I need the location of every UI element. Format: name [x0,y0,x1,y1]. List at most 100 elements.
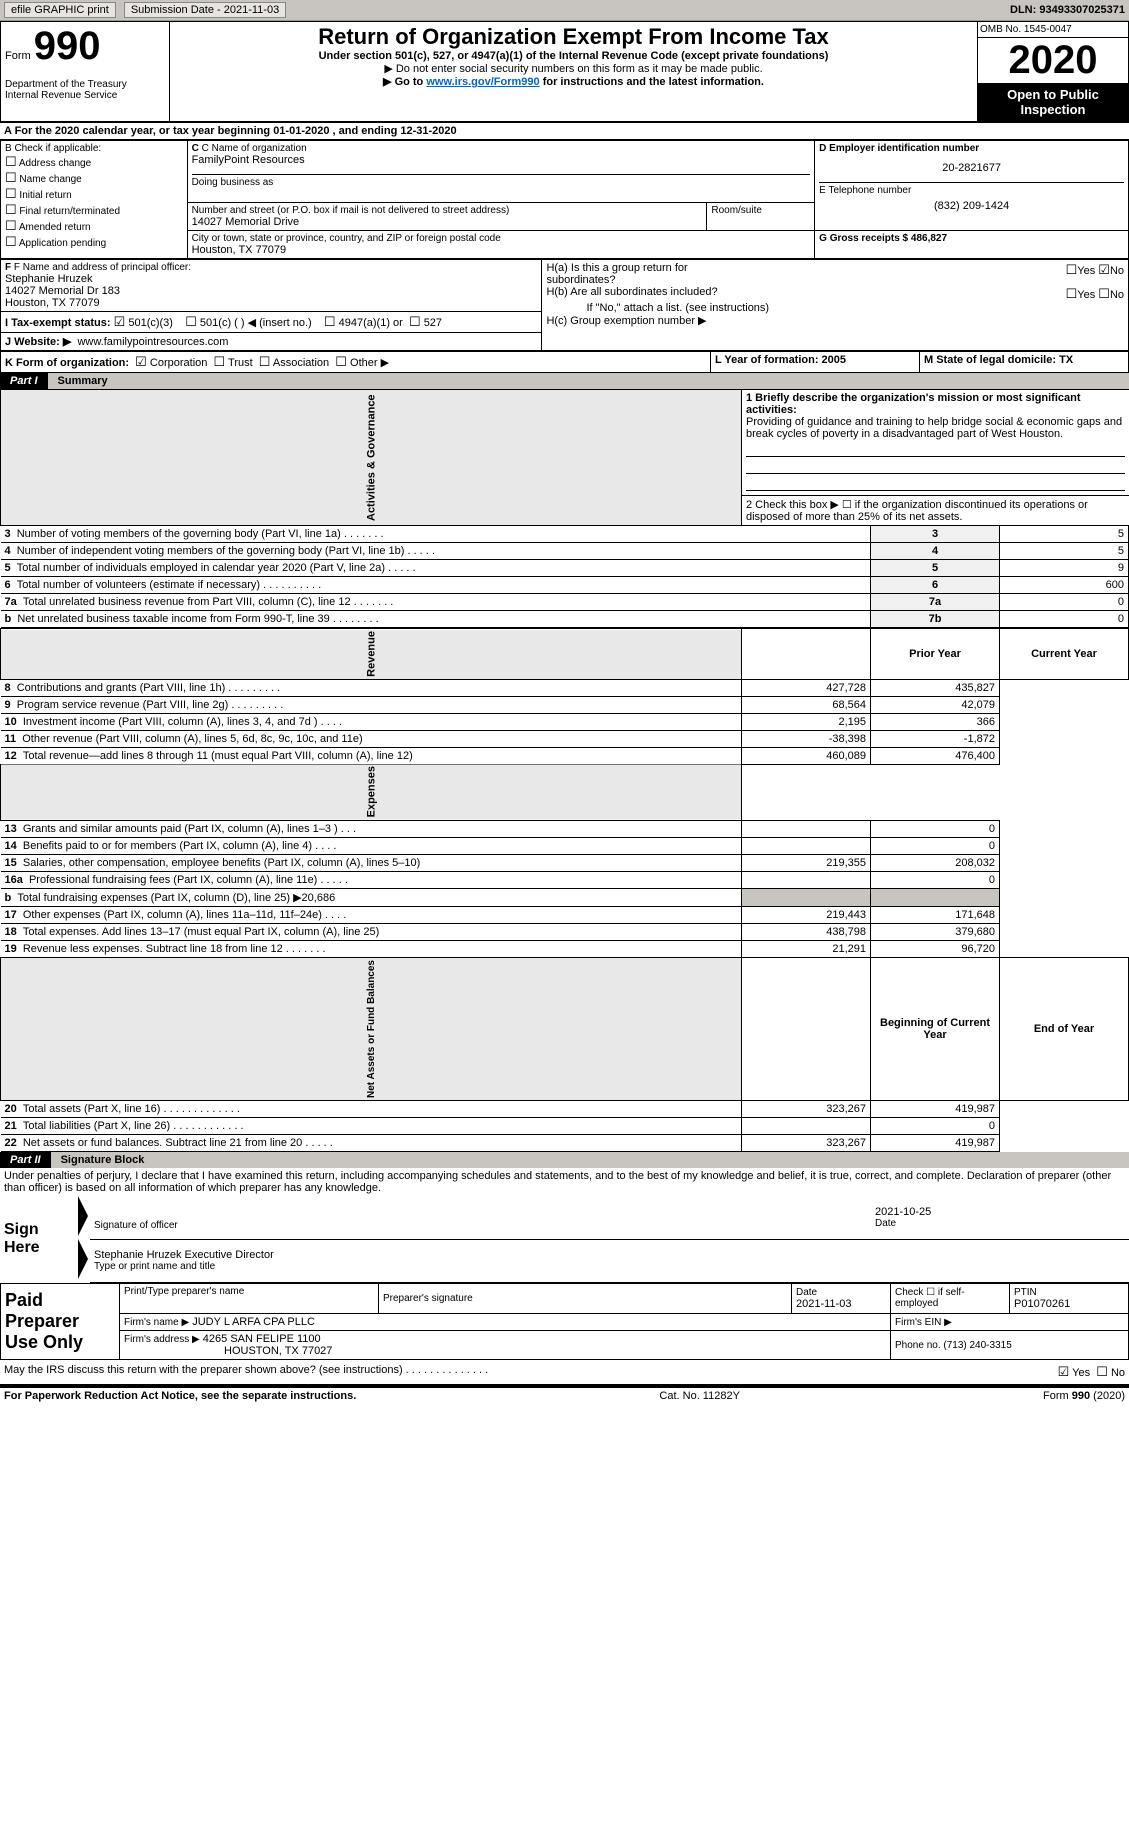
c-label: 501(c) ( ) ◀ (insert no.) [200,317,312,329]
table-row: 6 Total number of volunteers (estimate i… [1,577,1129,594]
discuss-text: May the IRS discuss this return with the… [4,1364,488,1380]
corp-label: Corporation [150,357,207,369]
box-k-label: K Form of organization: [5,357,129,369]
sig-date: 2021-10-25 [875,1206,1125,1218]
table-row: 11 Other revenue (Part VIII, column (A),… [1,730,1129,747]
a1-label: 4947(a)(1) or [339,317,403,329]
expenses-label: Expenses [1,764,742,820]
box-i-label: I Tax-exempt status: [5,317,111,329]
prep-name-label: Print/Type preparer's name [124,1286,374,1297]
prior-year-header: Prior Year [871,629,1000,680]
room-label: Room/suite [711,205,810,216]
self-emp-label: Check ☐ if self-employed [895,1287,1005,1309]
footer: For Paperwork Reduction Act Notice, see … [0,1386,1129,1404]
city-value: Houston, TX 77079 [192,244,811,256]
revenue-label: Revenue [1,629,742,680]
firm-ein-label: Firm's EIN ▶ [895,1317,952,1328]
signature-table: Sign Here Signature of officer 2021-10-2… [0,1196,1129,1283]
box-l-label: L Year of formation: 2005 [715,354,846,366]
submission-date: Submission Date - 2021-11-03 [124,2,286,18]
corp-checkbox[interactable] [135,357,147,369]
other-checkbox[interactable] [335,357,347,369]
assoc-label: Association [273,357,329,369]
a1-checkbox[interactable] [324,317,336,329]
type-name-label: Type or print name and title [94,1261,1125,1272]
header-boxes: B Check if applicable: Address change Na… [0,140,1129,259]
box-b-option[interactable]: Name change [5,170,183,186]
form-label: Form [5,50,31,62]
discuss-row: May the IRS discuss this return with the… [0,1360,1129,1386]
box-m-label: M State of legal domicile: TX [924,354,1073,366]
firm-addr1: 4265 SAN FELIPE 1100 [203,1333,321,1345]
form-ref: Form 990 (2020) [1043,1390,1125,1402]
table-row: 21 Total liabilities (Part X, line 26) .… [1,1118,1129,1135]
box-j-label: J Website: ▶ [5,336,71,348]
part2-header: Part II Signature Block [0,1152,1129,1168]
org-name: FamilyPoint Resources [192,154,811,166]
phone-label: Phone no. (713) 240-3315 [895,1340,1012,1351]
form-number: 990 [34,24,101,68]
table-row: 17 Other expenses (Part IX, column (A), … [1,907,1129,924]
table-row: 10 Investment income (Part VIII, column … [1,713,1129,730]
box-b-option[interactable]: Final return/terminated [5,202,183,218]
city-label: City or town, state or province, country… [192,233,811,244]
tax-year: 2020 [978,38,1128,83]
c3-checkbox[interactable] [114,317,126,329]
box-b-option[interactable]: Address change [5,154,183,170]
ssn-note: Do not enter social security numbers on … [174,62,973,75]
box-b-option[interactable]: Initial return [5,186,183,202]
table-row: 22 Net assets or fund balances. Subtract… [1,1135,1129,1152]
box-b-option[interactable]: Application pending [5,234,183,250]
prep-date-label: Date [796,1287,886,1298]
other-label: Other ▶ [350,357,389,369]
s527-label: 527 [424,317,442,329]
box-b-option[interactable]: Amended return [5,218,183,234]
part1-table: Activities & Governance 1 Briefly descri… [0,389,1129,1152]
box-b-label: B Check if applicable: [5,143,183,154]
net-label: Net Assets or Fund Balances [1,958,742,1101]
phone-value: (832) 209-1424 [819,200,1124,212]
firm-name: JUDY L ARFA CPA PLLC [192,1316,315,1328]
table-row: 15 Salaries, other compensation, employe… [1,855,1129,872]
part1-title: Summary [48,373,1129,389]
preparer-table: Paid Preparer Use Only Print/Type prepar… [0,1283,1129,1360]
hb-note: If "No," attach a list. (see instruction… [546,302,1124,314]
irs-link[interactable]: www.irs.gov/Form990 [426,76,539,88]
ha-answer: Yes No [1066,262,1124,286]
c-checkbox[interactable] [185,317,197,329]
ptin-label: PTIN [1014,1287,1124,1298]
part2-title: Signature Block [51,1152,1129,1168]
irs-label: Internal Revenue Service [5,90,165,101]
hc-label: H(c) Group exemption number ▶ [546,314,1124,327]
omb-label: OMB No. 1545-0047 [978,22,1128,38]
paid-preparer-label: Paid Preparer Use Only [1,1283,120,1359]
addr-label: Number and street (or P.O. box if mail i… [192,205,703,216]
s527-checkbox[interactable] [409,317,421,329]
ein-value: 20-2821677 [819,162,1124,174]
table-row: 9 Program service revenue (Part VIII, li… [1,696,1129,713]
part1-header: Part I Summary [0,373,1129,389]
cat-no: Cat. No. 11282Y [659,1390,740,1402]
officer-name: Stephanie Hruzek [5,273,537,285]
ha-label: H(a) Is this a group return for subordin… [546,262,746,286]
assoc-checkbox[interactable] [259,357,271,369]
governance-label: Activities & Governance [1,390,742,526]
efile-header: efile GRAPHIC print Submission Date - 20… [0,0,1129,21]
part2-label: Part II [0,1152,51,1168]
sig-officer-label: Signature of officer [94,1220,867,1231]
prep-sig-label: Preparer's signature [383,1293,787,1304]
table-row: 8 Contributions and grants (Part VIII, l… [1,679,1129,696]
trust-checkbox[interactable] [214,357,226,369]
addr-value: 14027 Memorial Drive [192,216,703,228]
officer-addr2: Houston, TX 77079 [5,297,537,309]
table-row: 12 Total revenue—add lines 8 through 11 … [1,747,1129,764]
table-row: 20 Total assets (Part X, line 16) . . . … [1,1101,1129,1118]
open-inspection: Open to Public Inspection [978,83,1128,121]
efile-print-button[interactable]: efile GRAPHIC print [4,2,116,18]
current-year-header: Current Year [1000,629,1129,680]
table-row: 16a Professional fundraising fees (Part … [1,872,1129,889]
box-g-label: G Gross receipts $ 486,827 [819,233,947,244]
c3-label: 501(c)(3) [128,317,173,329]
table-row: 19 Revenue less expenses. Subtract line … [1,941,1129,958]
box-f-label: F Name and address of principal officer: [14,262,191,273]
